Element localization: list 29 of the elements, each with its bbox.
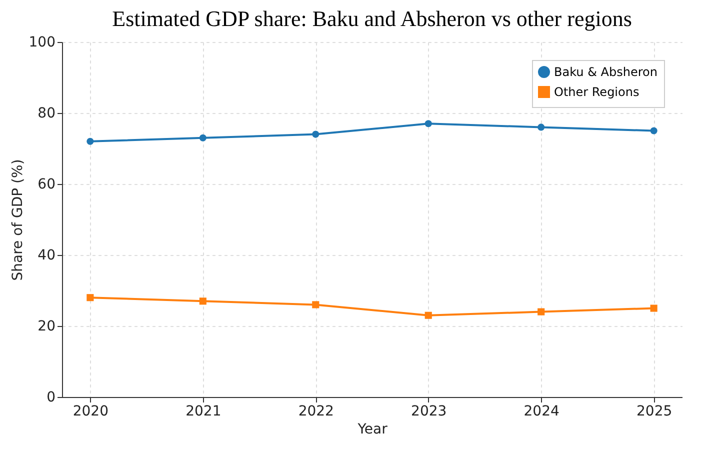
- point: [312, 301, 320, 308]
- y-tick-label: 60: [38, 176, 56, 192]
- point: [86, 294, 94, 302]
- point: [86, 138, 94, 145]
- x-tick-label: 2023: [411, 404, 447, 420]
- point: [199, 134, 206, 142]
- y-tick-label: 40: [38, 248, 56, 264]
- y-tick-label: 0: [46, 390, 56, 406]
- point: [199, 298, 206, 305]
- chart-title: Estimated GDP share: Baku and Absheron vs other regions: [112, 6, 632, 31]
- y-axis-title: Share of GDP (%): [10, 159, 26, 281]
- point: [312, 130, 320, 138]
- y-tick-label: 100: [28, 34, 56, 50]
- x-tick-label: 2024: [524, 404, 560, 420]
- point: [538, 124, 545, 131]
- x-tick-label: 2025: [636, 404, 672, 420]
- point: [650, 304, 658, 312]
- point: [424, 120, 432, 128]
- x-tick-label: 2021: [186, 404, 222, 420]
- point: [538, 308, 545, 316]
- x-tick-label: 2020: [72, 404, 108, 420]
- x-axis-title: Year: [356, 422, 388, 438]
- y-tick-label: 20: [38, 318, 56, 334]
- legend-label: Other Regions: [554, 85, 640, 99]
- y-tick-label: 80: [38, 106, 56, 122]
- point: [650, 127, 658, 134]
- point: [424, 312, 432, 319]
- x-tick-label: 2022: [298, 404, 334, 420]
- legend-label: Baku & Absheron: [554, 65, 658, 79]
